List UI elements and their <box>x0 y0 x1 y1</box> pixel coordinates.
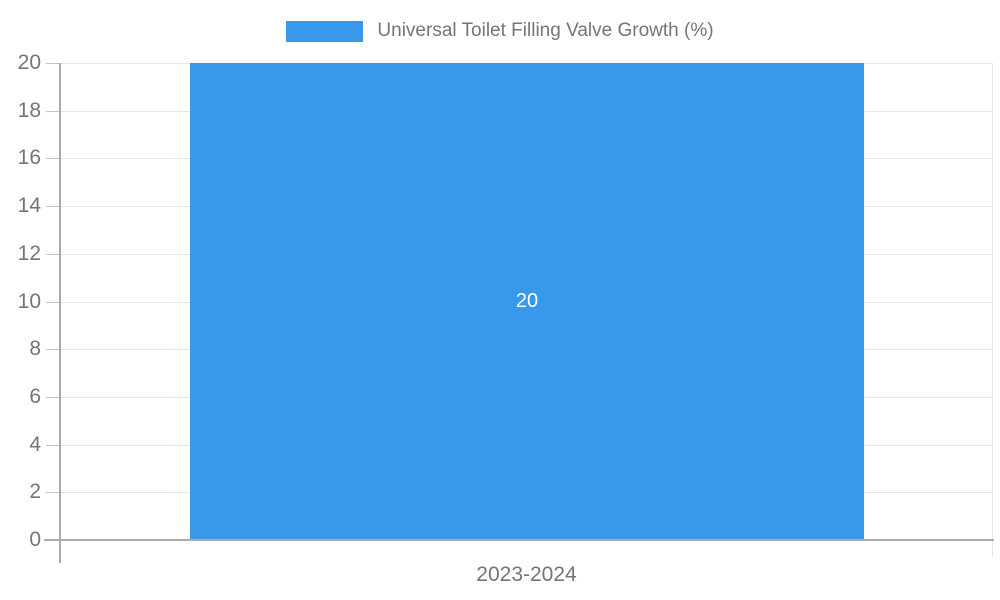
legend-swatch-icon <box>286 20 364 42</box>
plot-area: 20 <box>60 63 993 540</box>
y-tick-mark <box>46 111 60 112</box>
y-tick-mark <box>46 158 60 159</box>
y-tick-mark <box>46 254 60 255</box>
bar-value-label: 20 <box>515 290 539 312</box>
legend-item[interactable]: Universal Toilet Filling Valve Growth (%… <box>0 20 1000 42</box>
plot-right-border <box>992 63 993 557</box>
y-tick-mark <box>46 63 60 64</box>
y-tick-label: 12 <box>17 242 41 265</box>
y-tick-label: 20 <box>17 51 41 74</box>
y-tick-label: 14 <box>17 194 41 217</box>
y-tick-label: 4 <box>29 433 41 456</box>
y-tick-label: 10 <box>17 290 41 313</box>
y-tick-label: 16 <box>17 146 41 169</box>
y-tick-mark <box>46 349 60 350</box>
y-tick-label: 0 <box>29 528 41 551</box>
y-tick-mark <box>46 302 60 303</box>
y-tick-label: 8 <box>29 337 41 360</box>
bar-2023-2024[interactable]: 20 <box>190 63 864 540</box>
legend-label: Universal Toilet Filling Valve Growth (%… <box>377 20 714 41</box>
x-axis-line <box>44 539 994 541</box>
y-tick-mark <box>46 445 60 446</box>
y-tick-mark <box>46 206 60 207</box>
y-axis-line <box>59 63 61 563</box>
y-tick-label: 6 <box>29 385 41 408</box>
y-tick-label: 2 <box>29 480 41 503</box>
x-tick-label: 2023-2024 <box>476 563 577 586</box>
y-tick-label: 18 <box>17 99 41 122</box>
y-tick-mark <box>46 397 60 398</box>
y-tick-mark <box>46 492 60 493</box>
